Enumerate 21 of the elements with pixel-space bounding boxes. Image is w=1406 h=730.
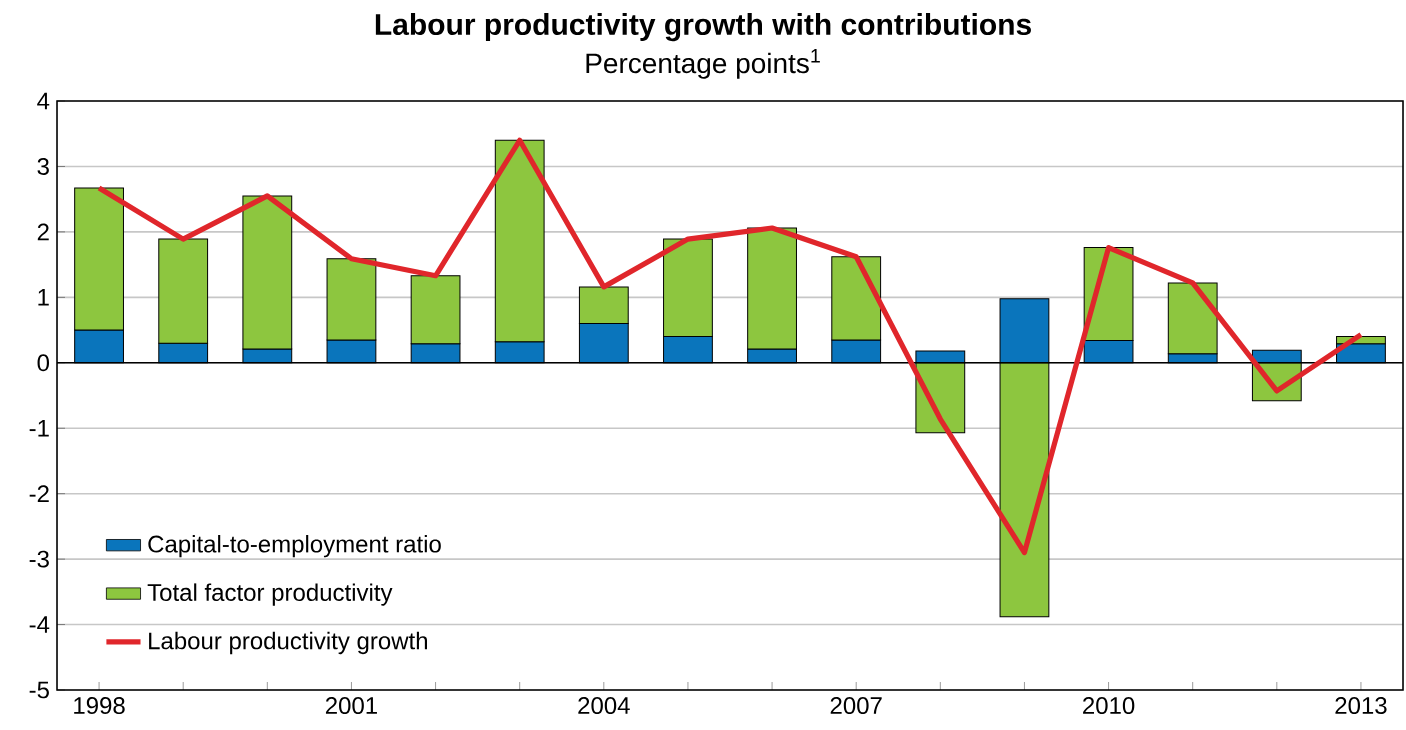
x-tick-label: 2013 (1335, 697, 1387, 715)
chart-title: Labour productivity growth with contributions (375, 13, 1031, 42)
y-tick-label: 2 (37, 223, 49, 241)
chart-subtitle: Percentage points$^{1}$ (586, 49, 820, 79)
y-tick-label: -1 (29, 419, 49, 437)
y-tick-label: -5 (29, 681, 49, 699)
legend-label: Labour productivity growth (149, 631, 427, 655)
x-tick-label: 2004 (578, 697, 630, 715)
legend-label: Total factor productivity (147, 583, 393, 606)
x-tick-label: 2010 (1083, 697, 1135, 715)
y-tick-label: -3 (29, 550, 49, 568)
y-tick-label: 3 (37, 157, 49, 175)
y-tick-label: 4 (37, 92, 50, 110)
legend-label: Capital-to-employment ratio (148, 534, 441, 558)
y-tick-label: 1 (38, 289, 49, 306)
x-tick-label: 1998 (74, 697, 125, 715)
x-tick-label: 2007 (830, 697, 882, 715)
y-tick-label: -4 (29, 616, 50, 633)
y-tick-label: -2 (29, 485, 49, 503)
x-tick-label: 2001 (325, 697, 377, 715)
y-tick-label: 0 (37, 354, 50, 372)
